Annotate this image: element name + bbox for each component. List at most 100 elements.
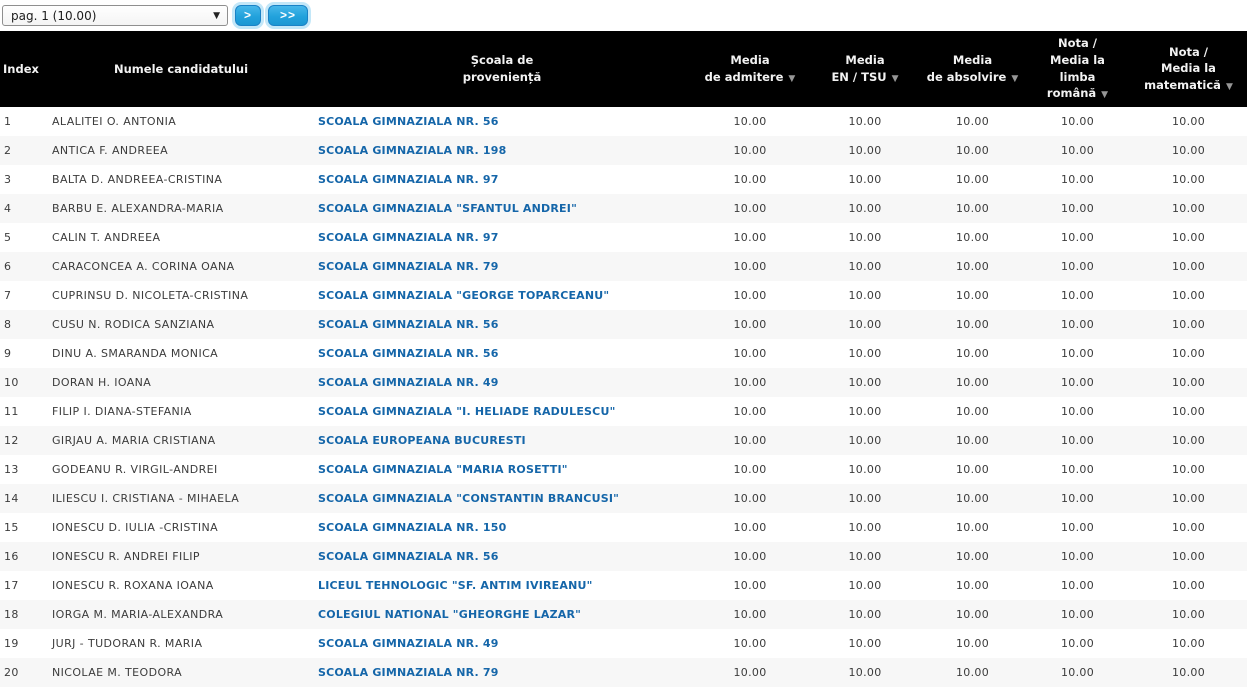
row-index: 16 (4, 550, 19, 563)
school-link[interactable]: SCOALA GIMNAZIALA NR. 56 (318, 115, 499, 128)
table-row: 20 NICOLAE M. TEODORA SCOALA GIMNAZIALA … (0, 658, 1247, 687)
grade-media-en-tsu: 10.00 (848, 579, 882, 592)
candidate-name: NICOLAE M. TEODORA (52, 666, 183, 679)
grade-media-absolvire: 10.00 (956, 550, 989, 563)
candidate-name: IONESCU D. IULIA -CRISTINA (52, 521, 219, 534)
candidate-name: IONESCU R. ROXANA IOANA (52, 579, 214, 592)
row-index: 3 (4, 173, 12, 186)
grade-media-en-tsu: 10.00 (848, 492, 882, 505)
grade-nota-matematica: 10.00 (1172, 434, 1205, 447)
candidate-name: GIRJAU A. MARIA CRISTIANA (52, 434, 216, 447)
sort-arrow-icon[interactable]: ▼ (788, 73, 796, 84)
row-index: 12 (4, 434, 19, 447)
row-index: 17 (4, 579, 19, 592)
candidate-name: DINU A. SMARANDA MONICA (52, 347, 219, 360)
grade-nota-romana: 10.00 (1061, 115, 1094, 128)
school-link[interactable]: SCOALA GIMNAZIALA "GEORGE TOPARCEANU" (318, 289, 610, 302)
grade-media-admitere: 10.00 (733, 376, 767, 389)
sort-arrow-icon[interactable]: ▼ (891, 73, 899, 84)
grade-nota-romana: 10.00 (1061, 202, 1094, 215)
school-link[interactable]: COLEGIUL NATIONAL "GHEORGHE LAZAR" (318, 608, 582, 621)
table-row: 12 GIRJAU A. MARIA CRISTIANA SCOALA EURO… (0, 426, 1247, 455)
grade-nota-matematica: 10.00 (1172, 666, 1205, 679)
school-link[interactable]: SCOALA EUROPEANA BUCURESTI (318, 434, 526, 447)
school-link[interactable]: SCOALA GIMNAZIALA "CONSTANTIN BRANCUSI" (318, 492, 620, 505)
candidate-name: ANTICA F. ANDREEA (52, 144, 169, 157)
grade-media-en-tsu: 10.00 (848, 318, 882, 331)
grade-media-admitere: 10.00 (733, 637, 767, 650)
candidate-name: CUPRINSU D. NICOLETA-CRISTINA (52, 289, 249, 302)
table-row: 9 DINU A. SMARANDA MONICA SCOALA GIMNAZI… (0, 339, 1247, 368)
candidate-name: ILIESCU I. CRISTIANA - MIHAELA (52, 492, 240, 505)
grade-media-en-tsu: 10.00 (848, 347, 882, 360)
school-link[interactable]: SCOALA GIMNAZIALA NR. 49 (318, 376, 499, 389)
candidate-name: DORAN H. IOANA (52, 376, 152, 389)
school-link[interactable]: SCOALA GIMNAZIALA "SFANTUL ANDREI" (318, 202, 577, 215)
grade-nota-matematica: 10.00 (1172, 463, 1205, 476)
sort-arrow-icon[interactable]: ▼ (1011, 73, 1019, 84)
last-page-button[interactable]: >> (268, 5, 309, 26)
grade-media-absolvire: 10.00 (956, 202, 989, 215)
school-link[interactable]: SCOALA GIMNAZIALA NR. 97 (318, 173, 499, 186)
grade-media-admitere: 10.00 (733, 608, 767, 621)
grade-nota-matematica: 10.00 (1172, 202, 1205, 215)
table-row: 5 CALIN T. ANDREEA SCOALA GIMNAZIALA NR.… (0, 223, 1247, 252)
grade-nota-matematica: 10.00 (1172, 260, 1205, 273)
candidate-name: IORGA M. MARIA-ALEXANDRA (52, 608, 224, 621)
next-page-button[interactable]: > (235, 5, 262, 26)
grade-nota-matematica: 10.00 (1172, 144, 1205, 157)
candidate-name: GODEANU R. VIRGIL-ANDREI (52, 463, 218, 476)
school-link[interactable]: SCOALA GIMNAZIALA "MARIA ROSETTI" (318, 463, 568, 476)
school-link[interactable]: SCOALA GIMNAZIALA NR. 56 (318, 318, 499, 331)
school-link[interactable]: SCOALA GIMNAZIALA NR. 97 (318, 231, 499, 244)
grade-nota-romana: 10.00 (1061, 376, 1094, 389)
row-index: 5 (4, 231, 12, 244)
grade-media-absolvire: 10.00 (956, 289, 989, 302)
candidate-name: FILIP I. DIANA-STEFANIA (52, 405, 192, 418)
table-row: 2 ANTICA F. ANDREEA SCOALA GIMNAZIALA NR… (0, 136, 1247, 165)
school-link[interactable]: SCOALA GIMNAZIALA "I. HELIADE RADULESCU" (318, 405, 616, 418)
table-row: 7 CUPRINSU D. NICOLETA-CRISTINA SCOALA G… (0, 281, 1247, 310)
candidate-name: CARACONCEA A. CORINA OANA (52, 260, 235, 273)
grade-media-en-tsu: 10.00 (848, 608, 882, 621)
sort-arrow-icon[interactable]: ▼ (1101, 90, 1109, 101)
grade-nota-matematica: 10.00 (1172, 231, 1205, 244)
grade-media-en-tsu: 10.00 (848, 260, 882, 273)
school-link[interactable]: LICEUL TEHNOLOGIC "SF. ANTIM IVIREANU" (318, 579, 593, 592)
grade-media-admitere: 10.00 (733, 202, 767, 215)
grade-media-en-tsu: 10.00 (848, 550, 882, 563)
table-row: 16 IONESCU R. ANDREI FILIP SCOALA GIMNAZ… (0, 542, 1247, 571)
grade-media-admitere: 10.00 (733, 492, 767, 505)
header-candidate-name: Numele candidatului (48, 31, 314, 107)
grade-nota-matematica: 10.00 (1172, 492, 1205, 505)
grade-nota-matematica: 10.00 (1172, 521, 1205, 534)
school-link[interactable]: SCOALA GIMNAZIALA NR. 79 (318, 666, 499, 679)
candidate-name: IONESCU R. ANDREI FILIP (52, 550, 200, 563)
grade-nota-romana: 10.00 (1061, 231, 1094, 244)
grade-nota-romana: 10.00 (1061, 492, 1094, 505)
dropdown-arrow-icon: ▼ (213, 10, 220, 21)
grade-nota-matematica: 10.00 (1172, 376, 1205, 389)
grade-nota-matematica: 10.00 (1172, 608, 1205, 621)
header-media-admitere: Media de admitere ▼ (690, 31, 810, 107)
school-link[interactable]: SCOALA GIMNAZIALA NR. 56 (318, 347, 499, 360)
grade-nota-matematica: 10.00 (1172, 173, 1205, 186)
school-link[interactable]: SCOALA GIMNAZIALA NR. 49 (318, 637, 499, 650)
school-link[interactable]: SCOALA GIMNAZIALA NR. 56 (318, 550, 499, 563)
header-nota-romana: Nota / Media la limba română ▼ (1025, 31, 1130, 107)
school-link[interactable]: SCOALA GIMNAZIALA NR. 79 (318, 260, 499, 273)
candidate-name: CUSU N. RODICA SANZIANA (52, 318, 215, 331)
grade-media-absolvire: 10.00 (956, 173, 989, 186)
candidate-name: JURJ - TUDORAN R. MARIA (52, 637, 203, 650)
sort-arrow-icon[interactable]: ▼ (1225, 82, 1233, 93)
row-index: 7 (4, 289, 12, 302)
table-row: 13 GODEANU R. VIRGIL-ANDREI SCOALA GIMNA… (0, 455, 1247, 484)
page-select[interactable]: pag. 1 (10.00) ▼ (2, 5, 228, 26)
school-link[interactable]: SCOALA GIMNAZIALA NR. 198 (318, 144, 507, 157)
school-link[interactable]: SCOALA GIMNAZIALA NR. 150 (318, 521, 507, 534)
grade-media-admitere: 10.00 (733, 318, 767, 331)
grade-media-absolvire: 10.00 (956, 492, 989, 505)
grade-media-absolvire: 10.00 (956, 637, 989, 650)
row-index: 14 (4, 492, 19, 505)
row-index: 18 (4, 608, 19, 621)
